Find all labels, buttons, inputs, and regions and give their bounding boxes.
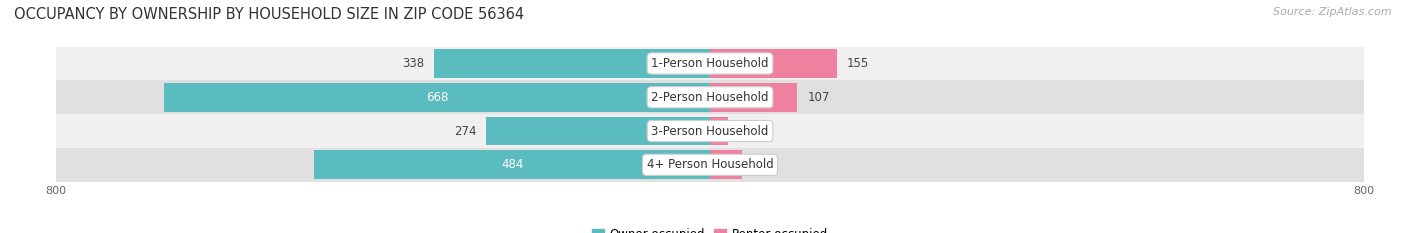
Bar xyxy=(710,117,728,145)
Bar xyxy=(710,151,742,179)
Legend: Owner-occupied, Renter-occupied: Owner-occupied, Renter-occupied xyxy=(586,224,834,233)
Bar xyxy=(710,83,797,112)
Bar xyxy=(710,49,837,78)
Text: 3-Person Household: 3-Person Household xyxy=(651,125,769,137)
Text: 274: 274 xyxy=(454,125,477,137)
Bar xyxy=(56,47,1364,80)
Text: 1-Person Household: 1-Person Household xyxy=(651,57,769,70)
Text: 155: 155 xyxy=(846,57,869,70)
Bar xyxy=(434,49,710,78)
Text: 484: 484 xyxy=(501,158,523,171)
Text: 107: 107 xyxy=(807,91,830,104)
Text: 668: 668 xyxy=(426,91,449,104)
Text: 2-Person Household: 2-Person Household xyxy=(651,91,769,104)
Text: 4+ Person Household: 4+ Person Household xyxy=(647,158,773,171)
Bar xyxy=(486,117,710,145)
Bar xyxy=(315,151,710,179)
Text: 39: 39 xyxy=(752,158,766,171)
Text: Source: ZipAtlas.com: Source: ZipAtlas.com xyxy=(1274,7,1392,17)
Bar xyxy=(56,80,1364,114)
Bar xyxy=(165,83,710,112)
Bar xyxy=(56,148,1364,182)
Text: 22: 22 xyxy=(738,125,752,137)
Bar xyxy=(56,114,1364,148)
Text: OCCUPANCY BY OWNERSHIP BY HOUSEHOLD SIZE IN ZIP CODE 56364: OCCUPANCY BY OWNERSHIP BY HOUSEHOLD SIZE… xyxy=(14,7,524,22)
Text: 338: 338 xyxy=(402,57,425,70)
